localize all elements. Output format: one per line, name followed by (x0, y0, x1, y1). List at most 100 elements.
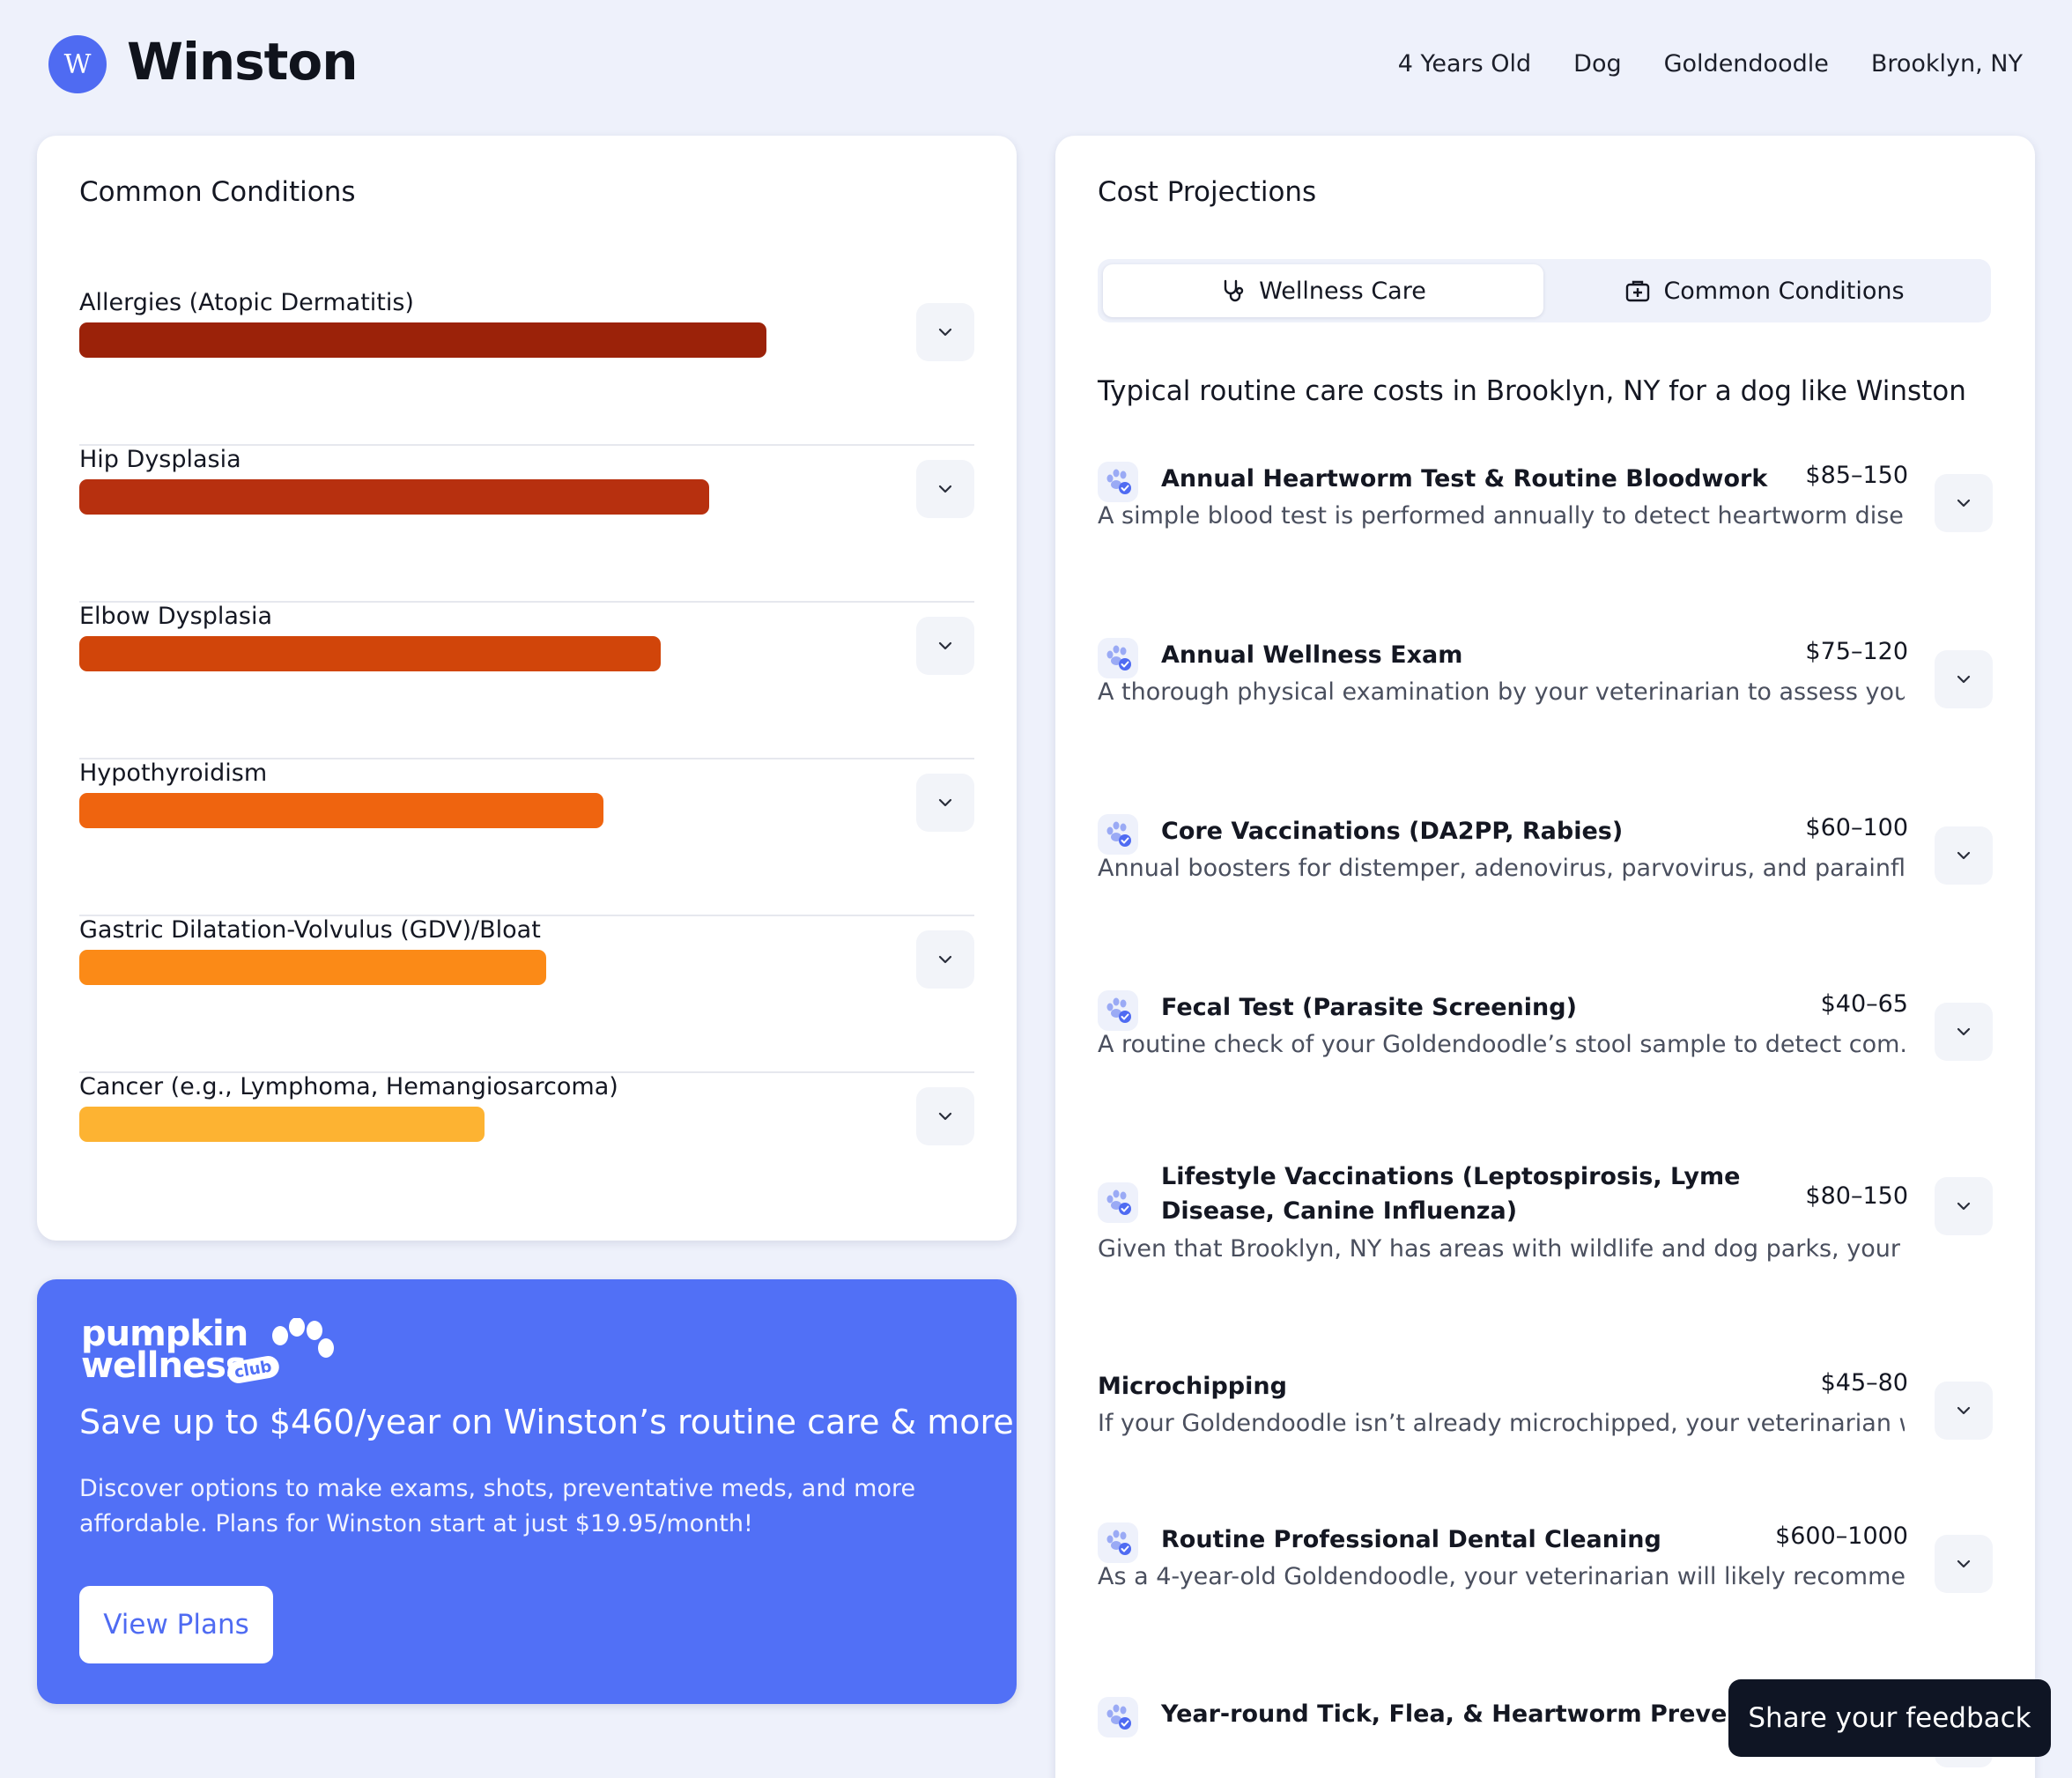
condition-row[interactable]: Hip Dysplasia (79, 446, 974, 603)
condition-row[interactable]: Allergies (Atopic Dermatitis) (79, 289, 974, 446)
divider (79, 758, 974, 759)
expand-button[interactable] (1935, 1003, 1993, 1061)
chevron-down-icon (1957, 851, 1971, 860)
condition-label: Elbow Dysplasia (79, 603, 273, 630)
tab-label: Common Conditions (1663, 277, 1905, 305)
paw-check-icon (1106, 997, 1131, 1023)
cost-tabs: Wellness Care Common Conditions (1098, 259, 1991, 322)
paw-check-icon (1106, 1530, 1131, 1555)
cost-item-description: If your Goldendoodle isn’t already micro… (1098, 1410, 1905, 1437)
expand-button[interactable] (1935, 650, 1993, 708)
condition-prevalence-bar (79, 479, 709, 515)
expand-button[interactable] (916, 930, 974, 989)
paw-check-icon (1106, 469, 1131, 494)
pet-species: Dog (1573, 50, 1622, 78)
condition-row[interactable]: Cancer (e.g., Lymphoma, Hemangiosarcoma) (79, 1073, 974, 1230)
cost-item-name: Lifestyle Vaccinations (Leptospirosis, L… (1161, 1163, 1741, 1225)
paw-check-icon (1106, 1704, 1131, 1730)
chevron-down-icon (1957, 1406, 1971, 1415)
tab-label: Wellness Care (1259, 277, 1426, 305)
cost-item-description: Annual boosters for distemper, adenoviru… (1098, 855, 1905, 882)
cost-item-name: Routine Professional Dental Cleaning (1161, 1526, 1661, 1553)
paw-badge (1098, 1522, 1138, 1563)
view-plans-button[interactable]: View Plans (79, 1586, 273, 1663)
cost-item-description: Given that Brooklyn, NY has areas with w… (1098, 1235, 1905, 1263)
expand-button[interactable] (1935, 1382, 1993, 1440)
cost-item-price: $45–80 (1820, 1369, 1908, 1396)
tab-wellness-care[interactable]: Wellness Care (1103, 264, 1543, 317)
chevron-down-icon (1957, 675, 1971, 684)
pet-age: 4 Years Old (1397, 50, 1532, 78)
share-feedback-button[interactable]: Share your feedback (1728, 1679, 2051, 1757)
paw-badge (1098, 1697, 1138, 1737)
pet-location: Brooklyn, NY (1870, 50, 2023, 78)
common-conditions-card: Common Conditions Allergies (Atopic Derm… (37, 136, 1017, 1241)
promo-headline: Save up to $460/year on Winston’s routin… (79, 1403, 1014, 1441)
expand-button[interactable] (916, 774, 974, 832)
condition-row[interactable]: Elbow Dysplasia (79, 603, 974, 759)
expand-button[interactable] (916, 1087, 974, 1145)
cost-item-description: A routine check of your Goldendoodle’s s… (1098, 1031, 1905, 1058)
chevron-down-icon (1957, 1559, 1971, 1568)
condition-label: Hypothyroidism (79, 759, 268, 787)
page-header: W Winston 4 Years Old Dog Goldendoodle B… (0, 0, 2072, 132)
condition-prevalence-bar (79, 322, 766, 358)
expand-button[interactable] (1935, 1177, 1993, 1235)
pet-breed: Goldendoodle (1663, 50, 1829, 78)
expand-button[interactable] (916, 617, 974, 675)
condition-prevalence-bar (79, 950, 546, 985)
chevron-down-icon (938, 485, 952, 493)
cost-item-price: $40–65 (1820, 990, 1908, 1018)
cost-item-description: As a 4-year-old Goldendoodle, your veter… (1098, 1563, 1905, 1590)
cost-item-name: Annual Wellness Exam (1161, 641, 1463, 669)
promo-card: pumpkin wellness club Save up to $460/ye… (37, 1279, 1017, 1704)
paw-badge (1098, 462, 1138, 502)
expand-button[interactable] (1935, 474, 1993, 532)
expand-button[interactable] (916, 460, 974, 518)
paw-check-icon (1106, 821, 1131, 847)
paw-badge (1098, 990, 1138, 1031)
expand-button[interactable] (916, 303, 974, 361)
cost-item-description: A simple blood test is performed annuall… (1098, 502, 1905, 530)
cost-item-name: Microchipping (1098, 1373, 1287, 1400)
condition-label: Allergies (Atopic Dermatitis) (79, 289, 414, 316)
paw-icon (272, 1318, 334, 1358)
tab-common-conditions[interactable]: Common Conditions (1543, 264, 1986, 317)
cost-item-price: $60–100 (1805, 814, 1908, 841)
cost-subtitle: Typical routine care costs in Brooklyn, … (1098, 375, 1966, 407)
chevron-down-icon (1957, 1202, 1971, 1211)
pet-avatar: W (48, 35, 107, 93)
pet-name: Winston (127, 32, 359, 92)
chevron-down-icon (1957, 1027, 1971, 1036)
divider (79, 915, 974, 916)
cost-projections-card: Cost Projections Wellness Care Common Co… (1055, 136, 2035, 1778)
paw-check-icon (1106, 645, 1131, 670)
chevron-down-icon (938, 798, 952, 807)
cost-item-name: Core Vaccinations (DA2PP, Rabies) (1161, 818, 1624, 845)
stethoscope-icon (1224, 279, 1244, 302)
chevron-down-icon (938, 641, 952, 650)
pumpkin-wellness-logo: pumpkin wellness club (81, 1315, 337, 1394)
divider (79, 1071, 974, 1073)
cost-item-price: $600–1000 (1775, 1522, 1908, 1550)
promo-body: Discover options to make exams, shots, p… (79, 1475, 916, 1537)
condition-prevalence-bar (79, 636, 661, 671)
expand-button[interactable] (1935, 1535, 1993, 1593)
divider (79, 601, 974, 603)
medical-kit-icon (1626, 280, 1650, 302)
card-title: Common Conditions (79, 176, 356, 208)
condition-row[interactable]: Hypothyroidism (79, 759, 974, 916)
divider (79, 444, 974, 446)
chevron-down-icon (1957, 499, 1971, 507)
expand-button[interactable] (1935, 826, 1993, 885)
condition-prevalence-bar (79, 793, 603, 828)
cost-item-description: A thorough physical examination by your … (1098, 678, 1905, 706)
paw-check-icon (1106, 1189, 1131, 1215)
cost-item-name: Year-round Tick, Flea, & Heartworm Preve… (1161, 1700, 1797, 1728)
chevron-down-icon (938, 328, 952, 337)
paw-badge (1098, 1182, 1138, 1223)
condition-row[interactable]: Gastric Dilatation-Volvulus (GDV)/Bloat (79, 916, 974, 1073)
cost-item-price: $80–150 (1805, 1182, 1908, 1210)
cost-item-name: Annual Heartworm Test & Routine Bloodwor… (1161, 465, 1768, 493)
card-title: Cost Projections (1098, 176, 1317, 208)
